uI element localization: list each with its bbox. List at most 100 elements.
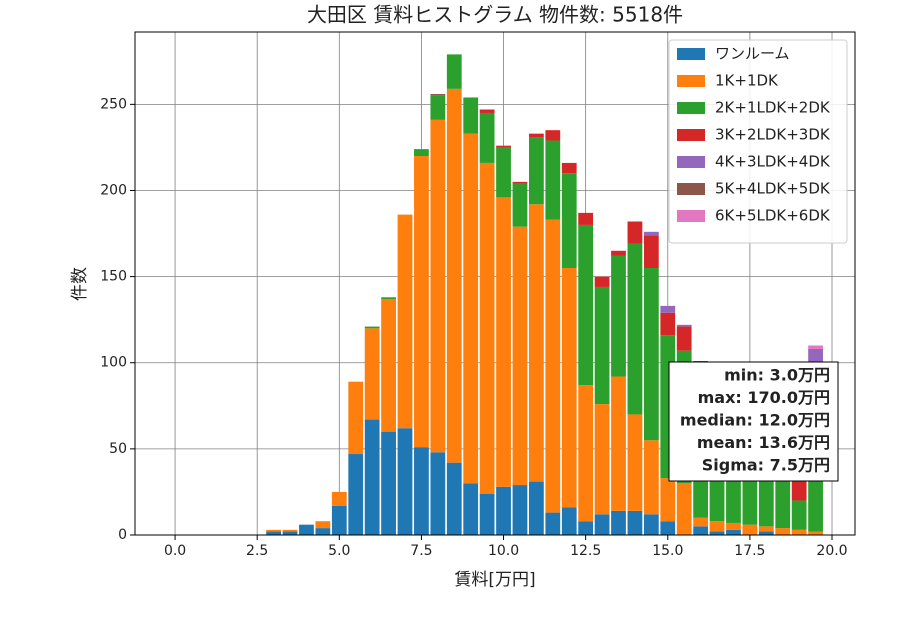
legend-box	[668, 39, 848, 244]
bar	[381, 299, 396, 432]
bar	[528, 137, 544, 205]
bar	[381, 431, 396, 535]
x-tick-label: 12.5	[570, 543, 601, 559]
bar	[479, 112, 495, 163]
legend-swatch	[677, 75, 705, 87]
y-tick-label: 0	[118, 527, 127, 543]
x-tick-label: 5.0	[328, 543, 350, 559]
y-axis-label: 件数	[70, 267, 90, 301]
bar	[758, 526, 774, 532]
bar	[693, 526, 709, 535]
bar	[594, 286, 610, 405]
bar	[446, 462, 462, 535]
bar	[808, 531, 823, 535]
bar	[414, 149, 429, 157]
bar	[643, 440, 659, 515]
bar	[496, 486, 511, 535]
bar	[561, 162, 577, 174]
bar	[381, 297, 396, 300]
bar	[643, 267, 659, 441]
bar	[266, 529, 282, 532]
bar	[348, 454, 364, 535]
bar	[660, 312, 676, 336]
bar	[479, 162, 495, 494]
bar	[611, 376, 626, 511]
bar	[397, 428, 413, 535]
bar	[414, 156, 429, 448]
bar	[512, 181, 528, 184]
annotation-text: max: 170.0万円	[698, 388, 830, 407]
bar	[512, 183, 528, 227]
bar	[643, 235, 659, 268]
y-tick-label: 200	[100, 182, 127, 198]
bar	[364, 326, 380, 329]
bar	[578, 224, 594, 386]
bar	[709, 531, 725, 535]
bar	[545, 130, 561, 141]
bar	[397, 214, 413, 429]
legend-label: 6K+5LDK+6DK	[715, 207, 831, 225]
bar	[463, 483, 479, 535]
bar	[479, 109, 495, 113]
bar	[758, 531, 774, 535]
legend-swatch	[677, 156, 705, 168]
bar	[742, 524, 758, 535]
bar	[528, 204, 544, 482]
bar	[364, 328, 380, 420]
bar	[512, 226, 528, 486]
x-tick-label: 2.5	[246, 543, 268, 559]
legend-swatch	[677, 102, 705, 114]
bar	[808, 345, 823, 349]
bar	[446, 88, 462, 463]
bar	[414, 447, 429, 535]
bar	[315, 521, 331, 529]
bar	[775, 528, 791, 535]
bar	[463, 133, 479, 484]
bar	[561, 267, 577, 508]
x-axis-label: 賃料[万円]	[454, 570, 535, 590]
bar	[726, 529, 741, 535]
bar	[299, 524, 314, 535]
bar	[643, 514, 659, 535]
legend-swatch	[677, 48, 705, 60]
x-tick-label: 15.0	[652, 543, 683, 559]
bar	[282, 529, 298, 532]
bar	[611, 255, 626, 377]
legend-label: 3K+2LDK+3DK	[715, 126, 831, 144]
x-tick-label: 10.0	[488, 543, 519, 559]
annotation-text: median: 12.0万円	[680, 411, 830, 430]
bar	[643, 231, 659, 236]
y-tick-label: 50	[109, 441, 127, 457]
x-tick-label: 17.5	[734, 543, 765, 559]
bar	[627, 510, 643, 535]
legend: ワンルーム 1K+1DK 2K+1LDK+2DK 3K+2LDK+3DK 4K+3LDK…	[668, 39, 848, 244]
y-tick-label: 100	[100, 355, 127, 371]
plot-frame	[134, 31, 856, 536]
bar	[364, 419, 380, 535]
bar	[561, 173, 577, 268]
legend-label: 4K+3LDK+4DK	[715, 153, 831, 171]
bar	[528, 133, 544, 138]
bar	[561, 507, 577, 535]
bar	[627, 243, 643, 415]
bar	[594, 514, 610, 535]
annotation-text: min: 3.0万円	[724, 366, 830, 385]
bar	[545, 140, 561, 220]
bar	[676, 324, 692, 327]
bar	[430, 452, 446, 535]
annotation-text: mean: 13.6万円	[697, 433, 830, 452]
bar	[627, 414, 643, 511]
bar	[348, 381, 364, 455]
bar	[430, 95, 446, 120]
bar	[545, 219, 561, 513]
legend-swatch	[677, 210, 705, 222]
bar	[676, 483, 692, 535]
bar	[611, 510, 626, 535]
bar	[496, 145, 511, 148]
annotation-text: Sigma: 7.5万円	[702, 456, 830, 475]
legend-label: 5K+4LDK+5DK	[715, 180, 831, 198]
x-tick-label: 0.0	[164, 543, 186, 559]
bar	[315, 528, 331, 535]
bar	[463, 97, 479, 134]
